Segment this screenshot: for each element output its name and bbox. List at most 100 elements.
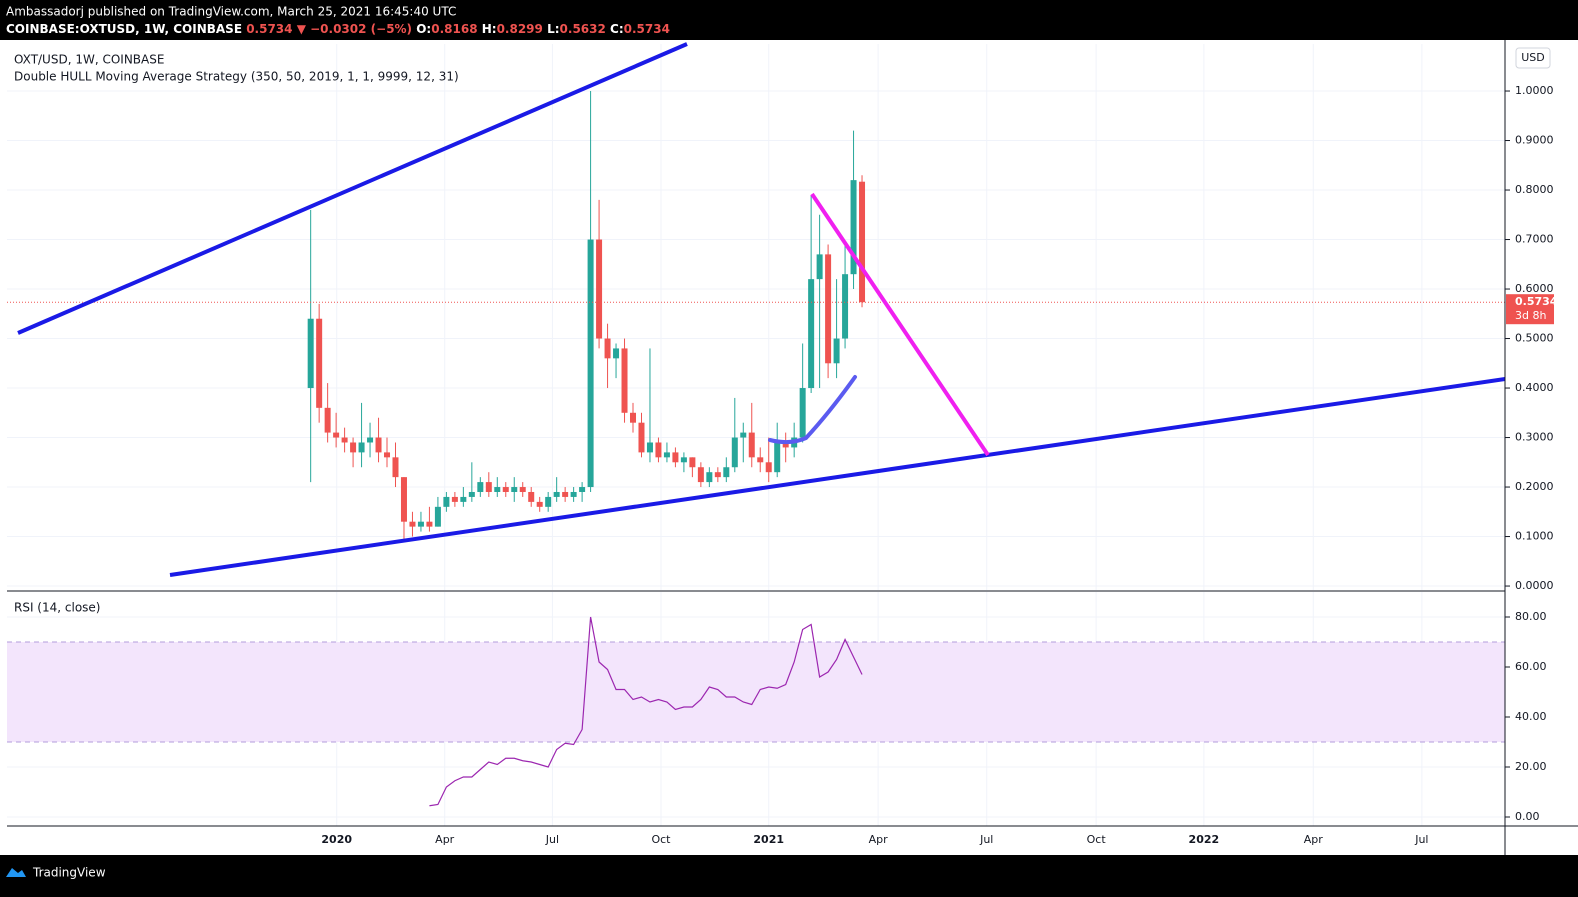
candle-body bbox=[494, 487, 501, 492]
candle-body bbox=[562, 491, 569, 497]
y-tick-label: 0.6000 bbox=[1515, 282, 1554, 295]
candle-body bbox=[417, 521, 424, 527]
candle-body bbox=[740, 432, 747, 438]
x-tick-label: Jul bbox=[1414, 833, 1428, 846]
candle-body bbox=[392, 457, 399, 478]
candle-body bbox=[655, 442, 662, 458]
candle-body bbox=[545, 496, 552, 507]
x-tick-label: Apr bbox=[1304, 833, 1324, 846]
x-tick-label: Oct bbox=[651, 833, 671, 846]
candle-body bbox=[604, 338, 611, 359]
ohlc-label: H: bbox=[482, 22, 497, 36]
y-tick-label: 0.00 bbox=[1515, 810, 1540, 823]
candle-body bbox=[808, 279, 815, 389]
candle-body bbox=[706, 472, 713, 483]
y-tick-label: 0.4000 bbox=[1515, 381, 1554, 394]
candle-body bbox=[757, 457, 764, 463]
y-tick-label: 40.00 bbox=[1515, 710, 1547, 723]
footer-brand: TradingView bbox=[32, 866, 106, 880]
rsi-band bbox=[7, 642, 1505, 742]
candle-body bbox=[409, 521, 416, 527]
candle-body bbox=[536, 501, 543, 507]
candle-body bbox=[825, 254, 832, 364]
candle-body bbox=[400, 477, 407, 522]
candle-body bbox=[596, 239, 603, 339]
header-bar bbox=[0, 0, 1578, 40]
candle-body bbox=[367, 437, 374, 443]
x-tick-label: 2022 bbox=[1189, 833, 1220, 846]
candle-body bbox=[468, 491, 475, 497]
y-tick-label: 0.1000 bbox=[1515, 530, 1554, 543]
symbol: COINBASE:OXTUSD, 1W, COINBASE bbox=[6, 22, 242, 36]
candle-body bbox=[350, 442, 357, 453]
candle-body bbox=[460, 496, 467, 502]
candle-body bbox=[672, 452, 679, 463]
candle-body bbox=[579, 487, 586, 492]
y-tick-label: 1.0000 bbox=[1515, 84, 1554, 97]
y-tick-label: 0.5000 bbox=[1515, 332, 1554, 345]
countdown: 3d 8h bbox=[1515, 309, 1546, 322]
candle-body bbox=[502, 487, 509, 492]
pane-title: OXT/USD, 1W, COINBASE bbox=[14, 53, 164, 67]
candle-body bbox=[714, 472, 721, 478]
drawings bbox=[17, 42, 1506, 577]
y-tick-label: 80.00 bbox=[1515, 610, 1547, 623]
change: ▼ −0.0302 (−5%) bbox=[297, 22, 412, 36]
indicator-title: Double HULL Moving Average Strategy (350… bbox=[14, 70, 459, 84]
candle-body bbox=[333, 432, 340, 438]
ohlc-value: 0.8299 bbox=[497, 22, 543, 36]
rsi-line bbox=[429, 616, 863, 807]
candle-body bbox=[748, 432, 755, 458]
trendline bbox=[169, 377, 1506, 577]
x-tick-label: Oct bbox=[1087, 833, 1107, 846]
ohlc-label: L: bbox=[547, 22, 559, 36]
logo bbox=[6, 868, 26, 877]
x-tick-label: Jul bbox=[979, 833, 993, 846]
candle-body bbox=[553, 491, 560, 497]
candle-body bbox=[477, 482, 484, 492]
y-tick-label: 20.00 bbox=[1515, 760, 1547, 773]
ohlc-label: C: bbox=[610, 22, 624, 36]
ohlc-value: 0.5734 bbox=[624, 22, 670, 36]
candle-body bbox=[316, 318, 323, 408]
hull-ma bbox=[768, 375, 857, 445]
last-price-box bbox=[1506, 294, 1554, 325]
ohlc-value: 0.8168 bbox=[431, 22, 477, 36]
x-tick-label: Apr bbox=[869, 833, 889, 846]
ohlc-value: 0.5632 bbox=[560, 22, 606, 36]
candle-body bbox=[613, 348, 620, 359]
candle-body bbox=[511, 487, 518, 492]
candle-body bbox=[621, 348, 628, 413]
x-tick-label: 2020 bbox=[321, 833, 352, 846]
candle-body bbox=[307, 318, 314, 389]
last-price-label: 0.5734 bbox=[1515, 295, 1558, 308]
candle-body bbox=[443, 496, 450, 507]
currency-box[interactable] bbox=[1515, 47, 1551, 69]
candle-body bbox=[384, 452, 391, 458]
candle-body bbox=[638, 422, 645, 453]
last: 0.5734 bbox=[246, 22, 292, 36]
candle-body bbox=[587, 239, 594, 488]
candle-body bbox=[774, 442, 781, 473]
y-tick-label: 60.00 bbox=[1515, 660, 1547, 673]
candle-body bbox=[528, 491, 535, 502]
y-tick-label: 0.0000 bbox=[1515, 579, 1554, 592]
y-tick-label: 0.3000 bbox=[1515, 431, 1554, 444]
candle-body bbox=[519, 487, 526, 492]
candle-body bbox=[663, 452, 670, 458]
candle-body bbox=[570, 491, 577, 497]
candle-body bbox=[850, 180, 857, 275]
candle-body bbox=[697, 467, 704, 483]
candle-body bbox=[782, 442, 789, 448]
candle-body bbox=[816, 254, 823, 280]
ohlc-label: O: bbox=[416, 22, 431, 36]
candle-body bbox=[341, 437, 348, 443]
candle-body bbox=[731, 437, 738, 468]
trendline bbox=[17, 42, 688, 335]
y-tick-label: 0.9000 bbox=[1515, 134, 1554, 147]
currency[interactable]: USD bbox=[1521, 51, 1545, 64]
publisher: Ambassadorj published on TradingView.com… bbox=[6, 5, 456, 19]
candle-body bbox=[630, 412, 637, 423]
y-tick-label: 0.7000 bbox=[1515, 233, 1554, 246]
